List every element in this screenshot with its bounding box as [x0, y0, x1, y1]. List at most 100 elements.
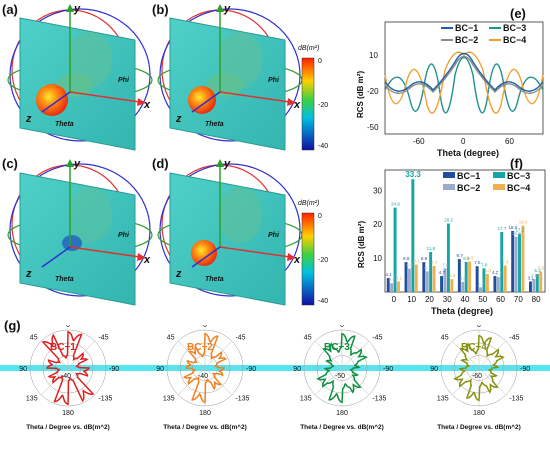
polar-angle-3-6: -135 [509, 395, 523, 402]
polar-center-1: -40 [61, 373, 71, 380]
f-legend-bc3: BC−3 [507, 171, 530, 181]
f-xtick-70: 70 [514, 295, 523, 304]
e-ylabel: RCS (dB m²) [356, 71, 365, 118]
e-xtick-2: 60 [505, 137, 514, 146]
f-ytick-0: 10 [373, 254, 382, 263]
bar-BC−3-80 [535, 274, 539, 292]
colorbar-tick-20-bottom: -20 [318, 257, 328, 264]
curve-bc1 [384, 52, 544, 92]
f-xtick-30: 30 [443, 295, 452, 304]
phi-a: Phi [118, 77, 130, 84]
bar-label-1-0: 8.8 [403, 256, 410, 261]
theta-d: Theta [205, 276, 224, 283]
e-ytick-0: 10 [369, 51, 378, 60]
bar-label-4-2: 8.9 [463, 256, 470, 261]
polar-panels: 0 45 -45 90 -90 135 -135 180 BC−1 -40 Theta / Degr… [0, 325, 550, 431]
bar-label-5-3: 5.3 [484, 268, 491, 273]
f-xtick-60: 60 [496, 295, 505, 304]
bar-BC−1-30 [440, 276, 444, 292]
bar-BC−3-20 [429, 252, 433, 292]
e-xtick-1: 0 [461, 137, 466, 146]
bar-label-7-1: 16.3 [512, 231, 521, 236]
bar-BC−2-50 [479, 287, 483, 292]
polar-angle-3-5: 135 [437, 395, 449, 402]
bar-label-8-2: 5.3 [534, 268, 541, 273]
polar-angle-3-4: -90 [520, 366, 530, 373]
bar-label-1-1: 6.9 [407, 263, 414, 268]
bar-label-8-1: 3.8 [531, 273, 538, 278]
polar-angle-1-2: -45 [235, 335, 245, 342]
polar-angle-2-0: 0 [340, 325, 344, 329]
polar-angle-1-4: -90 [246, 366, 256, 373]
bar-BC−2-0 [390, 283, 394, 292]
bar-label-7-3: 19.6 [519, 220, 528, 225]
axis-z-a: z [25, 113, 32, 125]
axis-z-c: z [25, 268, 32, 280]
panel-d [157, 159, 303, 306]
bar-label-2-2: 11.8 [427, 246, 436, 251]
polar-angle-2-4: -90 [383, 366, 393, 373]
axis-x-c: x [143, 254, 151, 266]
curve-bc3 [384, 56, 544, 114]
polar-curve-4 [453, 334, 505, 402]
e-xtick-0: -60 [413, 137, 425, 146]
bar-BC−2-40 [461, 281, 465, 292]
panel-label-c: (c) [2, 156, 18, 171]
colorbar-tick-0-bottom: 0 [318, 213, 322, 220]
bar-BC−1-0 [386, 278, 390, 292]
polar-angle-1-1: 45 [167, 335, 175, 342]
colorbar-tick-0-top: 0 [318, 58, 322, 65]
bar-BC−1-20 [422, 262, 426, 292]
e-legend-bc4: BC−4 [503, 35, 526, 45]
bar-BC−4-30 [450, 279, 454, 292]
theta-a: Theta [55, 121, 74, 128]
bar-BC−4-0 [397, 281, 400, 292]
bar-label-2-1: 6.1 [424, 265, 431, 270]
bar-BC−4-70 [521, 225, 525, 292]
polar-angle-0-3: 90 [19, 366, 27, 373]
bar-label-5-1: 1.4 [478, 281, 485, 286]
bar-BC−1-60 [493, 276, 497, 292]
polar-curve-1 [41, 330, 95, 406]
panel-a [7, 4, 153, 151]
bar-BC−3-60 [500, 232, 504, 292]
bar-label-0-1: 2.6 [389, 277, 396, 282]
bar-label-6-0: 4.7 [492, 270, 499, 275]
panel-b [157, 4, 303, 151]
colorbar-bottom: dB(m²) 0 -20 -40 [298, 200, 328, 306]
polar-caption-1: Theta / Degree vs. dB(m^2) [26, 423, 110, 431]
polar-angle-3-3: 90 [430, 366, 438, 373]
f-ytick-1: 20 [373, 220, 382, 229]
polar-name-3: BC−3 [324, 342, 350, 353]
polar-plot-4: 0 45 -45 90 -90 135 -135 180 BC−4 -60 Theta / Degr… [430, 325, 530, 431]
bar-BC−1-80 [529, 281, 532, 292]
e-ytick-2: -50 [367, 123, 379, 132]
polar-angle-1-7: 180 [199, 410, 211, 417]
polar-angle-1-0: 0 [203, 325, 207, 329]
bar-label-3-0: 4.7 [439, 270, 446, 275]
f-legend: BC−1 BC−2 BC−3 BC−4 [443, 171, 530, 193]
bar-BC−4-60 [503, 265, 507, 292]
f-ylabel: RCS (dB m²) [357, 221, 366, 268]
polar-curve-2 [182, 332, 228, 404]
phi-b: Phi [268, 77, 280, 84]
bar-BC−4-80 [539, 271, 543, 292]
e-legend-bc1: BC−1 [455, 23, 478, 33]
bar-BC−1-50 [475, 266, 479, 292]
bar-label-4-3: 9.0 [467, 256, 474, 261]
bar-BC−3-50 [482, 268, 486, 292]
polar-angle-0-7: 180 [62, 410, 74, 417]
polar-name-2: BC−2 [187, 342, 213, 353]
polar-angle-0-6: -135 [98, 395, 112, 402]
axis-z-d: z [175, 268, 182, 280]
e-xlabel: Theta (degree) [437, 148, 499, 158]
polar-angle-2-3: 90 [293, 366, 301, 373]
bar-label-5-2: 7.0 [481, 262, 488, 267]
f-xtick-80: 80 [532, 295, 541, 304]
colorbar-unit-bottom: dB(m²) [298, 200, 319, 207]
colorbar-top: dB(m²) 0 -20 -40 [298, 45, 328, 151]
theta-c: Theta [55, 276, 74, 283]
bar-label-1-3: 8.1 [413, 259, 420, 264]
f-xtick-50: 50 [478, 295, 487, 304]
bar-BC−4-40 [468, 261, 472, 292]
